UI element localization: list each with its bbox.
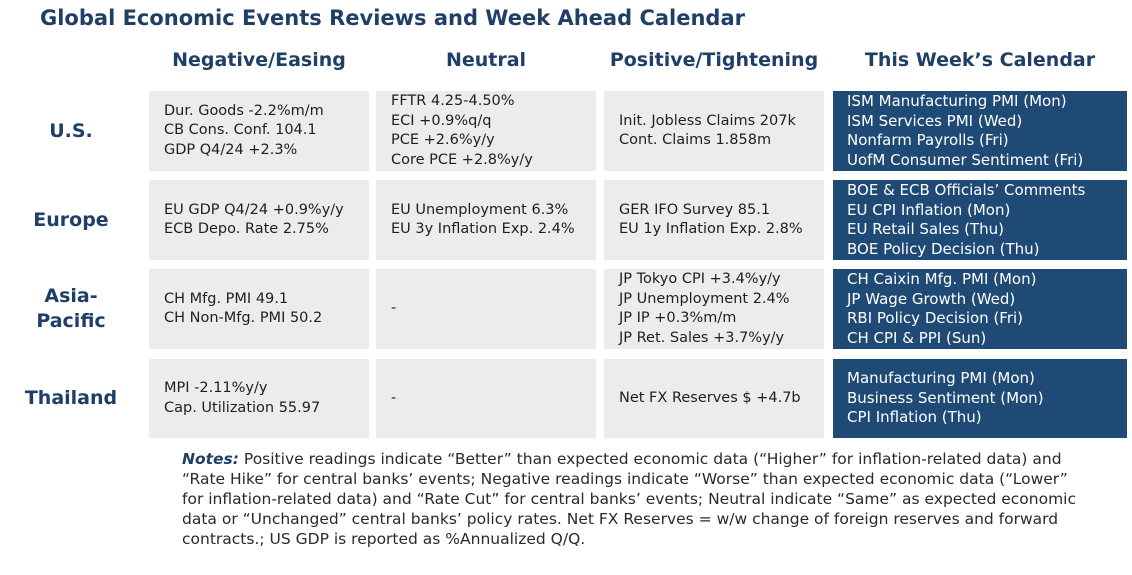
cell-line: Net FX Reserves $ +4.7b [619,389,801,406]
cell-line: Cont. Claims 1.858m [619,132,772,148]
cell-line: BOE Policy Decision (Thu) [847,239,1040,258]
negative-cell: MPI -2.11%y/y Cap. Utilization 55.97 [149,359,369,438]
calendar-cell: BOE & ECB Officials’ Comments EU CPI Infl… [833,180,1127,260]
notes-label: Notes: [182,450,239,468]
neutral-cell: - [376,359,596,438]
neutral-cell: - [376,269,596,349]
region-label: Asia- Pacific [36,285,106,332]
cell-line: CB Cons. Conf. 104.1 [164,122,317,139]
cell-line: CH CPI & PPI (Sun) [847,328,987,347]
cell-line: GDP Q4/24 +2.3% [164,141,298,158]
cell-line: EU CPI Inflation (Mon) [847,200,1011,219]
cell-line: EU 3y Inflation Exp. 2.4% [391,221,575,237]
calendar-cell: CH Caixin Mfg. PMI (Mon) JP Wage Growth (… [833,269,1127,349]
positive-cell: GER IFO Survey 85.1 EU 1y Inflation Exp. … [604,180,824,260]
cell-line: JP Tokyo CPI +3.4%y/y [619,271,781,287]
cell-line: MPI -2.11%y/y [164,380,268,396]
negative-cell: Dur. Goods -2.2%m/m CB Cons. Conf. 104.1 G… [149,91,369,171]
cell-line: EU Retail Sales (Thu) [847,220,1004,238]
column-header: Negative/Easing [172,49,346,71]
negative-cell: CH Mfg. PMI 49.1 CH Non-Mfg. PMI 50.2 [149,269,369,349]
cell-line: - [391,389,397,406]
region-label: Thailand [24,387,118,410]
cell-line: JP Ret. Sales +3.7%y/y [619,329,785,346]
cell-line: ECI +0.9%q/q [391,112,492,129]
page-title: Global Economic Events Reviews and Week … [40,6,745,30]
positive-cell: Net FX Reserves $ +4.7b [604,359,824,438]
cell-line: CPI Inflation (Thu) [847,408,982,427]
neutral-cell: FFTR 4.25-4.50% ECI +0.9%q/q PCE +2.6%y/y C… [376,91,596,171]
cell-line: Manufacturing PMI (Mon) [847,369,1035,388]
cell-line: - [391,300,397,317]
cell-line: UofM Consumer Sentiment (Fri) [847,150,1084,169]
cell-line: GER IFO Survey 85.1 [619,201,771,218]
notes-text: Positive readings indicate “Better” than… [182,450,1077,548]
column-header: Positive/Tightening [609,49,819,71]
cell-line: EU GDP Q4/24 +0.9%y/y [164,201,344,218]
cell-line: JP IP +0.3%m/m [619,310,737,326]
calendar-cell: Manufacturing PMI (Mon) Business Sentimen… [833,359,1127,438]
cell-line: Dur. Goods -2.2%m/m [164,102,324,119]
cell-line: CH Caixin Mfg. PMI (Mon) [847,270,1037,288]
cell-line: JP Wage Growth (Wed) [847,289,1016,308]
positive-cell: JP Tokyo CPI +3.4%y/y JP Unemployment 2.4… [604,269,824,349]
negative-cell: EU GDP Q4/24 +0.9%y/y ECB Depo. Rate 2.75… [149,180,369,260]
column-header: Neutral [445,49,527,71]
region-label: U.S. [49,119,93,142]
cell-line: PCE +2.6%y/y [391,132,495,148]
cell-line: CH Non-Mfg. PMI 50.2 [164,310,323,326]
cell-line: ISM Services PMI (Wed) [847,111,1023,130]
cell-line: RBI Policy Decision (Fri) [847,309,1024,327]
cell-line: ISM Manufacturing PMI (Mon) [847,92,1067,110]
cell-line: CH Mfg. PMI 49.1 [164,290,289,307]
calendar-cell: ISM Manufacturing PMI (Mon) ISM Services … [833,91,1127,171]
cell-line: Business Sentiment (Mon) [847,388,1044,407]
column-header: This Week’s Calendar [864,49,1096,71]
cell-line: Nonfarm Payrolls (Fri) [847,131,1009,149]
region-label: Europe [33,208,109,231]
cell-line: FFTR 4.25-4.50% [391,93,515,109]
cell-line: Init. Jobless Claims 207k [619,112,796,129]
cell-line: EU Unemployment 6.3% [391,201,569,218]
cell-line: BOE & ECB Officials’ Comments [847,181,1086,199]
positive-cell: Init. Jobless Claims 207k Cont. Claims 1.… [604,91,824,171]
cell-line: JP Unemployment 2.4% [619,290,790,307]
cell-line: Cap. Utilization 55.97 [164,399,321,416]
cell-line: Core PCE +2.8%y/y [391,151,533,168]
notes: Notes: Positive readings indicate “Bette… [182,449,1087,549]
cell-line: ECB Depo. Rate 2.75% [164,221,329,237]
neutral-cell: EU Unemployment 6.3% EU 3y Inflation Exp.… [376,180,596,260]
cell-line: EU 1y Inflation Exp. 2.8% [619,221,803,237]
